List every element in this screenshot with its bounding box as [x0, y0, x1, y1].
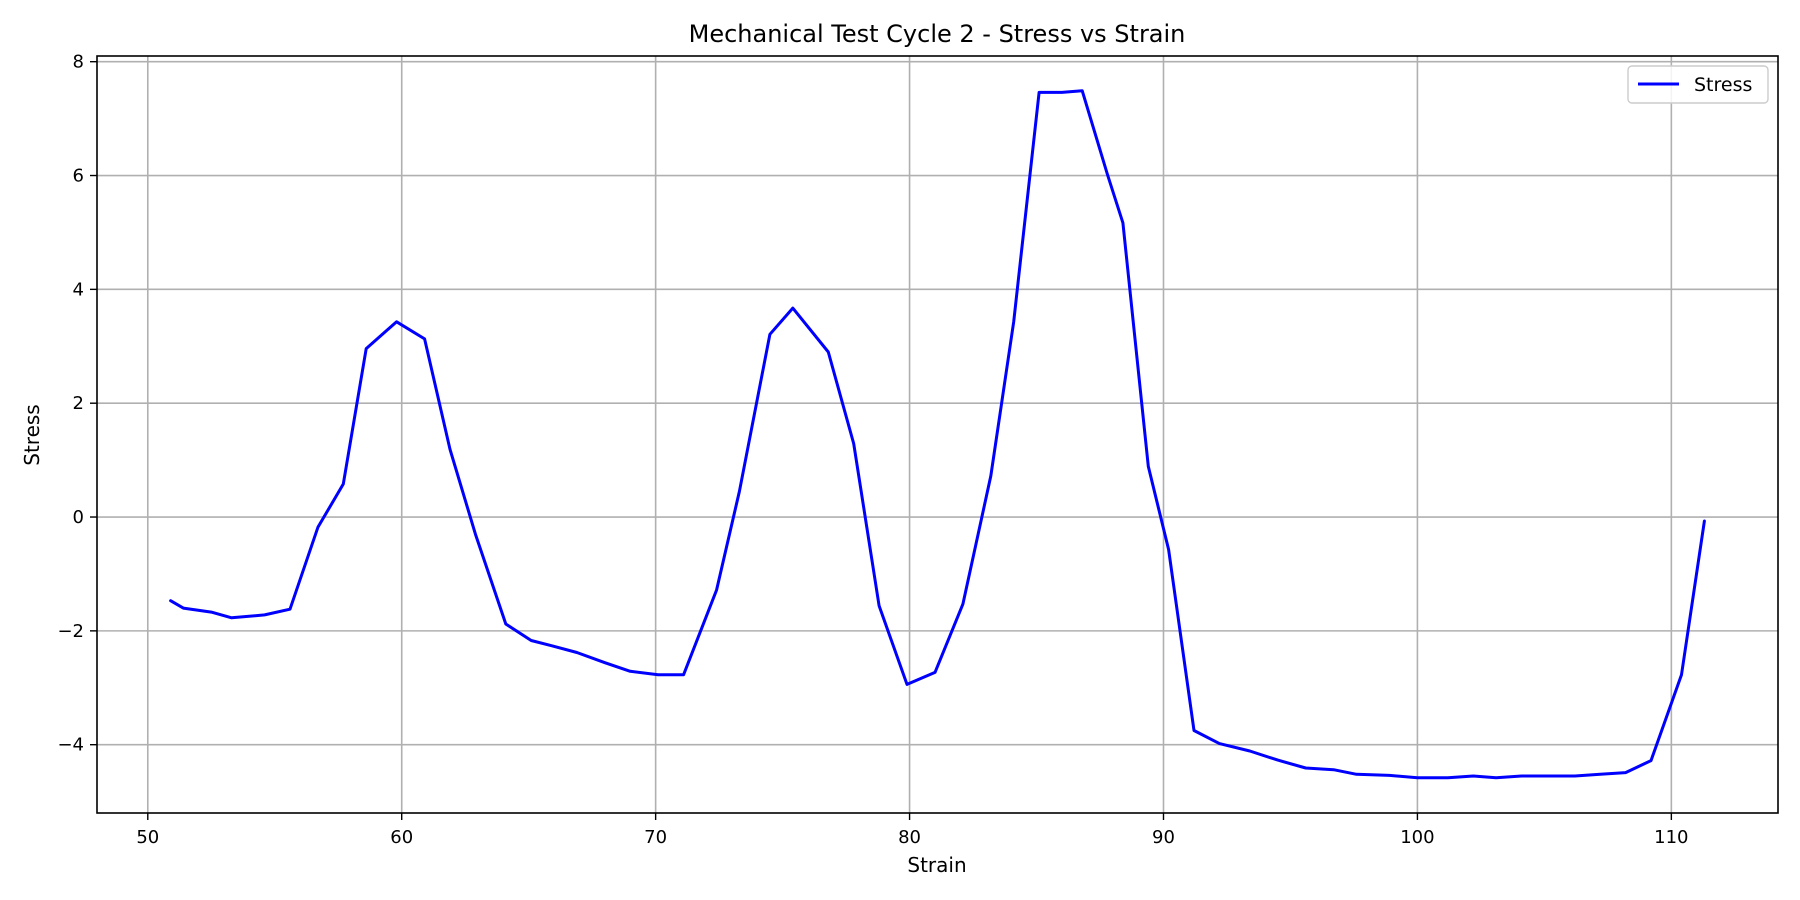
x-axis-ticks: 50 60 70 80 90 100 110 [136, 813, 1689, 848]
x-tick-label: 60 [390, 827, 413, 848]
legend-label-stress: Stress [1694, 74, 1752, 96]
y-tick-label: −2 [57, 621, 84, 642]
legend-box [1627, 65, 1769, 104]
y-tick-label: −4 [57, 735, 84, 756]
grid [97, 56, 1778, 813]
x-tick-label: 80 [898, 827, 921, 848]
y-axis-ticks: −4 −2 0 2 4 6 8 [57, 52, 97, 756]
y-tick-label: 0 [73, 507, 84, 528]
x-tick-label: 100 [1400, 827, 1434, 848]
x-axis-label: Strain [907, 853, 966, 877]
y-tick-label: 8 [73, 52, 84, 73]
y-tick-label: 4 [73, 279, 84, 300]
x-tick-label: 90 [1152, 827, 1175, 848]
series-line-stress [169, 89, 1706, 780]
y-tick-label: 2 [73, 393, 84, 414]
x-tick-label: 110 [1654, 827, 1688, 848]
plot-frame [96, 55, 1779, 814]
y-axis-label: Stress [20, 404, 44, 465]
x-tick-label: 70 [644, 827, 667, 848]
x-tick-label: 50 [136, 827, 159, 848]
series-layer [169, 89, 1706, 780]
legend: Stress [1627, 65, 1769, 104]
y-tick-label: 6 [73, 166, 84, 187]
chart-title: Mechanical Test Cycle 2 - Stress vs Stra… [689, 20, 1186, 48]
